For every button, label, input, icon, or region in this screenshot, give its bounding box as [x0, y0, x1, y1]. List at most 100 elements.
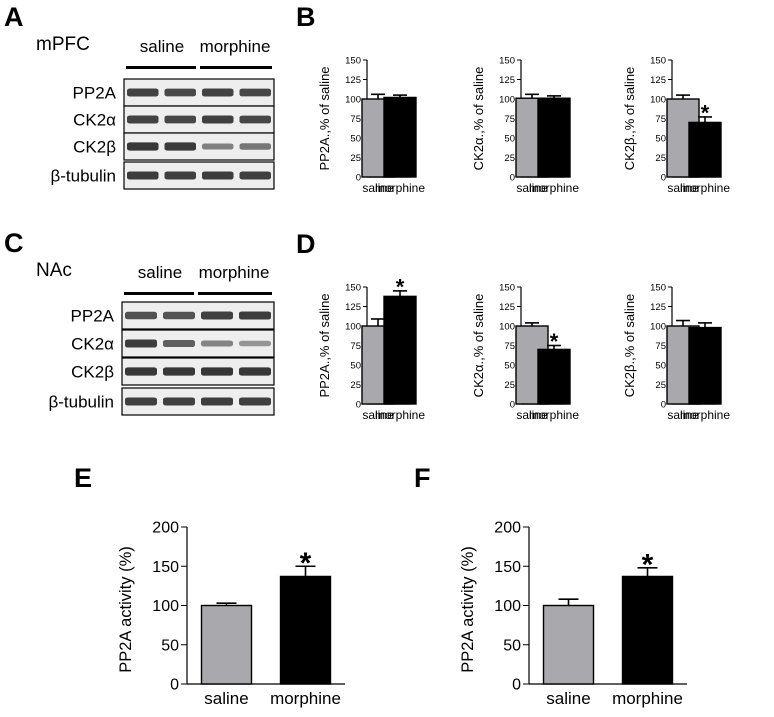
- bar-chart-E: E 0 50 100 150 200 PP2A activity (%) saline morp…: [74, 463, 345, 708]
- bar-chart-B1: B 0 25 50 75 100 125 150 PP2A.,% of saline saline…: [296, 2, 425, 195]
- y-tick-label: 125: [650, 75, 666, 86]
- category-label-morphine: morphine: [270, 689, 341, 708]
- y-tick-label: 100: [345, 94, 361, 105]
- y-tick-label: 0: [356, 172, 361, 183]
- y-tick-label: 50: [503, 637, 521, 654]
- y-tick-label: 75: [504, 341, 515, 352]
- blot-band: [127, 142, 159, 151]
- bar-morphine: [537, 348, 571, 405]
- panel-label-C: C: [4, 228, 24, 258]
- y-tick-label: 25: [504, 153, 515, 164]
- y-tick-label: 75: [504, 114, 515, 125]
- blot-band: [239, 397, 271, 406]
- group-line-saline: [126, 66, 196, 69]
- panel-label-D: D: [296, 229, 316, 259]
- blot-band: [239, 311, 271, 320]
- y-tick-label: 50: [504, 133, 515, 144]
- y-tick-label: 150: [499, 282, 515, 293]
- y-axis-label: PP2A.,% of saline: [317, 293, 332, 397]
- y-tick-label: 125: [345, 75, 361, 86]
- blot-band: [125, 367, 157, 376]
- region-label: mPFC: [36, 34, 90, 55]
- bar-morphine: [537, 97, 571, 178]
- y-tick-label: 100: [494, 598, 521, 615]
- blot-band: [202, 88, 234, 97]
- blot-band: [239, 171, 271, 180]
- y-tick-label: 50: [655, 133, 666, 144]
- y-tick-label: 75: [350, 114, 361, 125]
- bar-chart-F: F 0 50 100 150 200 PP2A activity (%) saline morp…: [414, 463, 687, 708]
- blot-band: [163, 367, 195, 376]
- y-tick-label: 100: [650, 94, 666, 105]
- y-tick-label: 0: [510, 399, 515, 410]
- y-axis-label: CK2α.,% of saline: [471, 67, 486, 171]
- y-tick-label: 0: [170, 677, 179, 694]
- bar-morphine: [688, 121, 722, 178]
- y-axis-label: PP2A.,% of saline: [317, 66, 332, 170]
- y-tick-label: 0: [356, 399, 361, 410]
- y-tick-label: 100: [345, 321, 361, 332]
- y-tick-label: 150: [345, 282, 361, 293]
- category-label-saline: saline: [546, 689, 590, 708]
- significance-star: *: [396, 275, 405, 300]
- y-tick-label: 150: [152, 559, 179, 576]
- y-tick-label: 25: [504, 380, 515, 391]
- blot-band: [202, 171, 234, 180]
- y-tick-label: 125: [499, 302, 515, 313]
- bar-chart-B3: 0 25 50 75 100 125 150 CK2β.,% of saline salinem…: [622, 55, 730, 195]
- panel-label-B: B: [296, 2, 316, 32]
- category-label-morphine: morphine: [680, 181, 730, 195]
- category-label-morphine: morphine: [375, 408, 425, 422]
- bar-morphine: [383, 96, 417, 178]
- blot-band: [163, 311, 195, 320]
- y-tick-label: 150: [499, 55, 515, 66]
- significance-star: *: [300, 547, 312, 580]
- bar-chart-D1: D 0 25 50 75 100 125 150 PP2A.,% of saline saline…: [296, 229, 425, 422]
- blot-band: [125, 311, 157, 320]
- category-label-morphine: morphine: [680, 408, 730, 422]
- y-tick-label: 0: [661, 172, 666, 183]
- blot-band: [239, 367, 271, 376]
- blot-band: [202, 143, 234, 150]
- y-tick-label: 75: [655, 341, 666, 352]
- significance-star: *: [642, 548, 654, 581]
- blot-band: [201, 311, 233, 320]
- blot-band: [239, 340, 271, 347]
- protein-label: CK2α: [71, 335, 114, 354]
- y-tick-label: 100: [499, 321, 515, 332]
- western-blot-NAc: C NAc saline morphine PP2A CK2α CK2β β-tubulin: [4, 228, 275, 416]
- blot-band: [127, 115, 159, 124]
- protein-label: PP2A: [71, 307, 115, 326]
- protein-label: PP2A: [73, 84, 117, 103]
- category-label-saline: saline: [516, 181, 548, 195]
- y-tick-label: 50: [350, 360, 361, 371]
- protein-label: CK2β: [73, 138, 116, 157]
- y-axis-label: PP2A activity (%): [459, 546, 477, 673]
- category-label-morphine: morphine: [529, 181, 579, 195]
- category-label-saline: saline: [667, 181, 699, 195]
- group-line-morphine: [200, 66, 272, 69]
- blot-band: [125, 339, 157, 348]
- y-tick-label: 100: [499, 94, 515, 105]
- region-label: NAc: [36, 260, 72, 281]
- protein-label: CK2α: [73, 111, 116, 130]
- blot-band: [127, 171, 159, 180]
- blot-band: [163, 339, 195, 348]
- bar-morphine: [383, 295, 417, 405]
- bar-chart-D2: 0 25 50 75 100 125 150 CK2α.,% of saline salinem…: [471, 282, 579, 422]
- y-tick-label: 75: [655, 114, 666, 125]
- group-line-saline: [124, 292, 194, 295]
- y-tick-label: 25: [655, 380, 666, 391]
- significance-star: *: [701, 101, 710, 126]
- y-tick-label: 50: [504, 360, 515, 371]
- bar-morphine: [688, 326, 722, 405]
- blot-band: [201, 367, 233, 376]
- y-tick-label: 125: [650, 302, 666, 313]
- y-tick-label: 25: [350, 153, 361, 164]
- y-axis-label: CK2β.,% of saline: [622, 294, 637, 398]
- blot-band: [164, 88, 196, 97]
- group-label-saline: saline: [140, 37, 184, 56]
- group-label-morphine: morphine: [199, 263, 270, 282]
- bar-morphine: [279, 575, 332, 685]
